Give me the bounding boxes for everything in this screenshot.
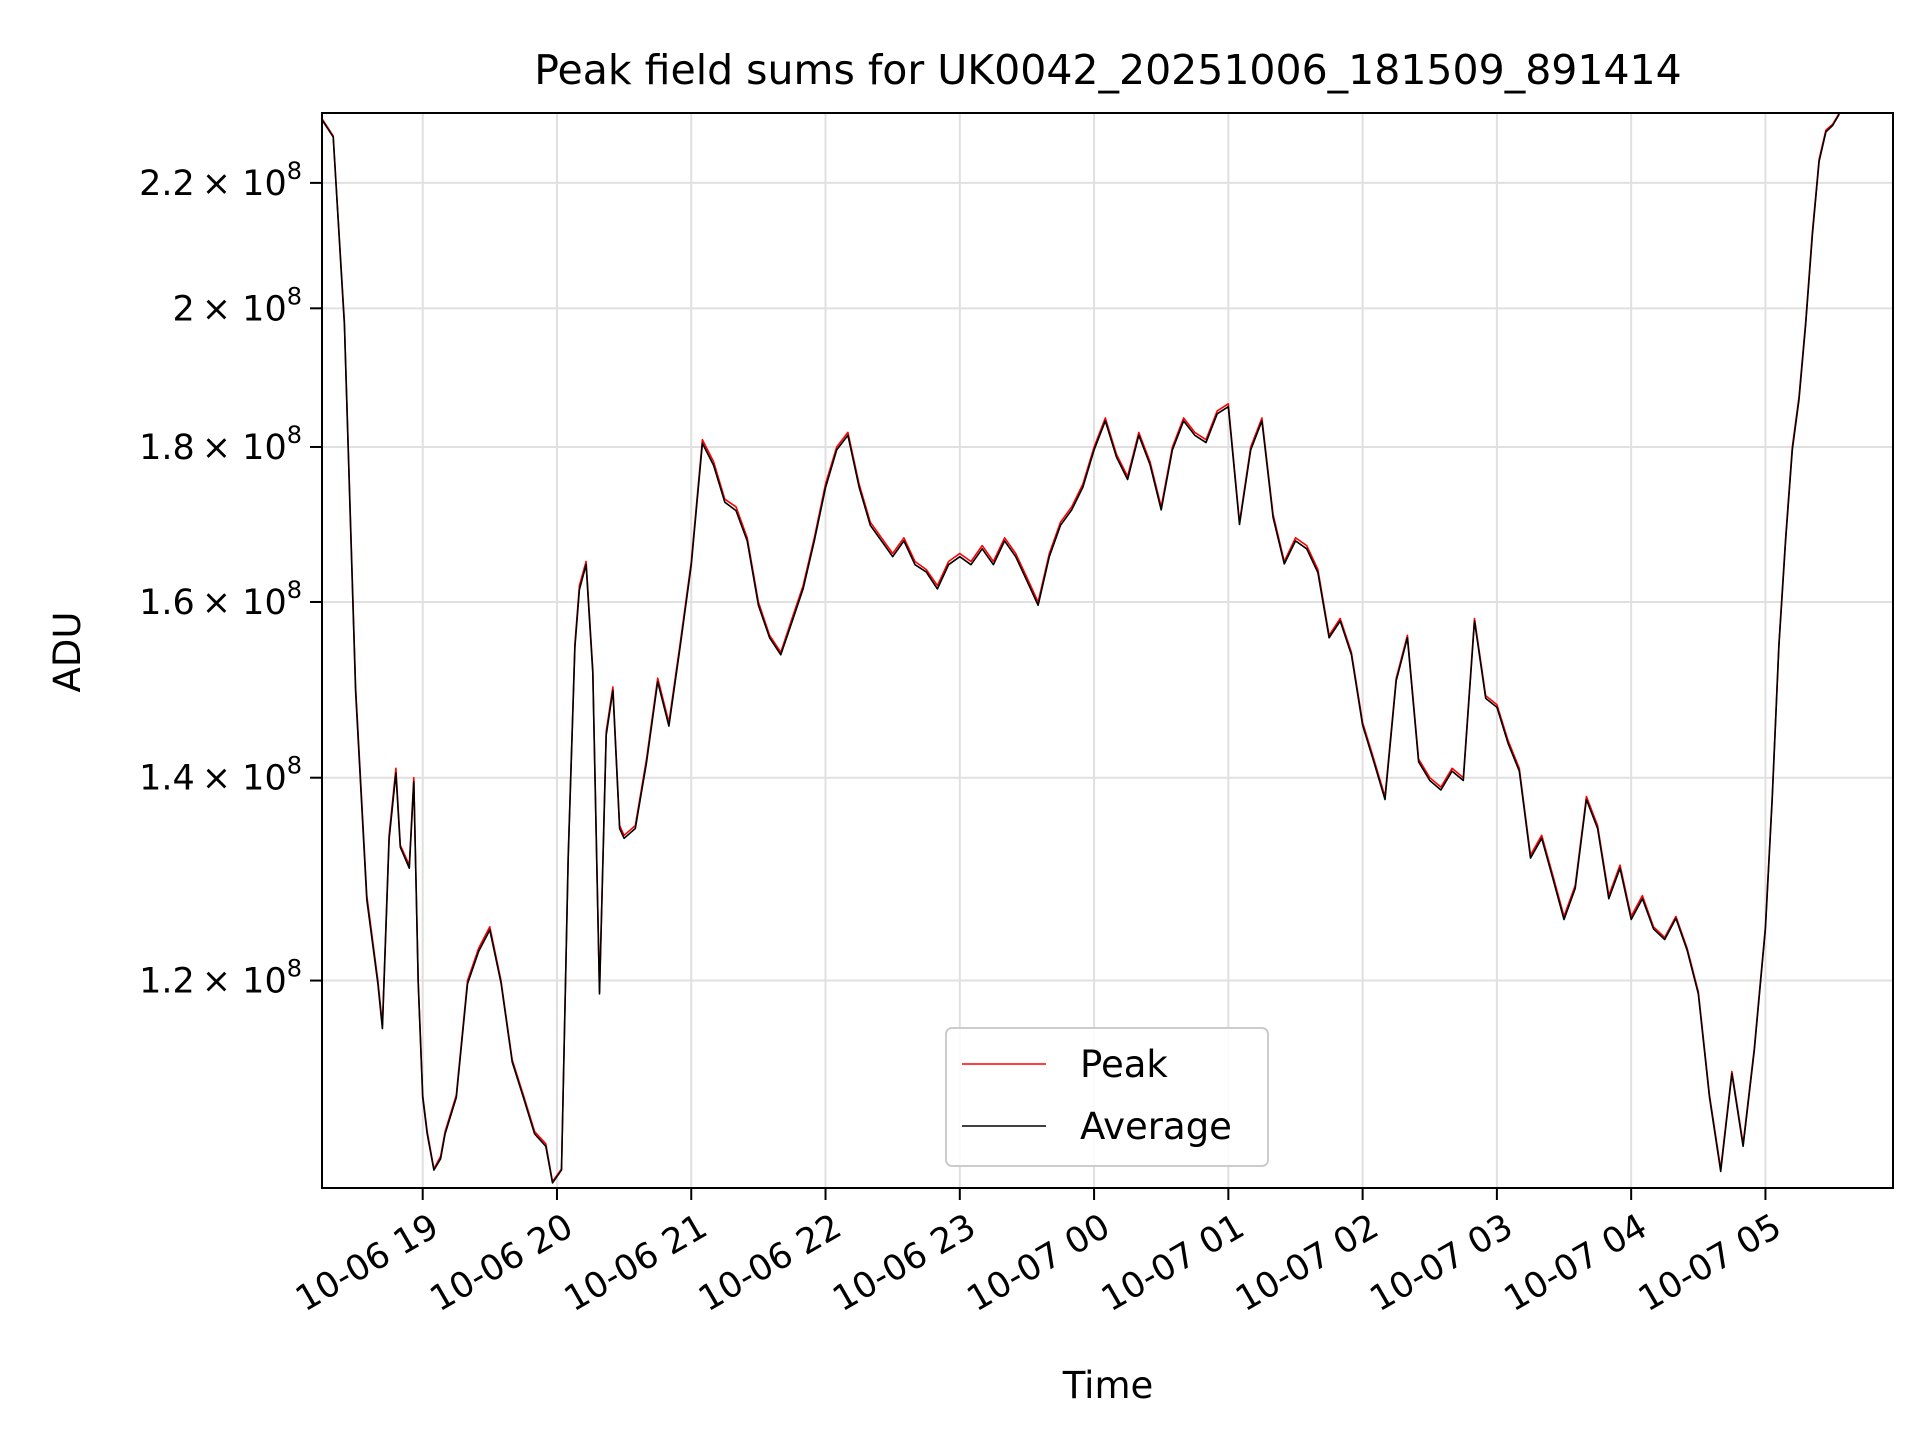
series-layer <box>321 112 1840 1184</box>
legend-label-peak: Peak <box>1080 1043 1168 1086</box>
grid <box>322 113 1893 1188</box>
y-tick-label: 2.2 × 108 <box>139 157 302 204</box>
chart-title: Peak field sums for UK0042_20251006_1815… <box>534 46 1681 94</box>
y-tick-label: 1.6 × 108 <box>139 576 302 623</box>
series-line-average <box>321 113 1840 1184</box>
legend-box <box>945 1027 1269 1167</box>
y-axis-label: ADU <box>46 612 89 693</box>
y-tick-label: 2 × 108 <box>172 282 302 329</box>
y-tick-label: 1.8 × 108 <box>139 421 302 468</box>
y-tick-label: 1.4 × 108 <box>139 752 302 799</box>
plot-frame <box>321 112 1894 1189</box>
y-tick-label: 1.2 × 108 <box>139 955 302 1002</box>
y-axis-ticks: 1.2 × 108 1.4 × 108 1.6 × 108 1.8 × 108 2 × … <box>139 157 322 1002</box>
x-axis-label: Time <box>1062 1364 1154 1407</box>
legend: Peak Average <box>945 1027 1269 1167</box>
legend-label-average: Average <box>1080 1105 1232 1148</box>
